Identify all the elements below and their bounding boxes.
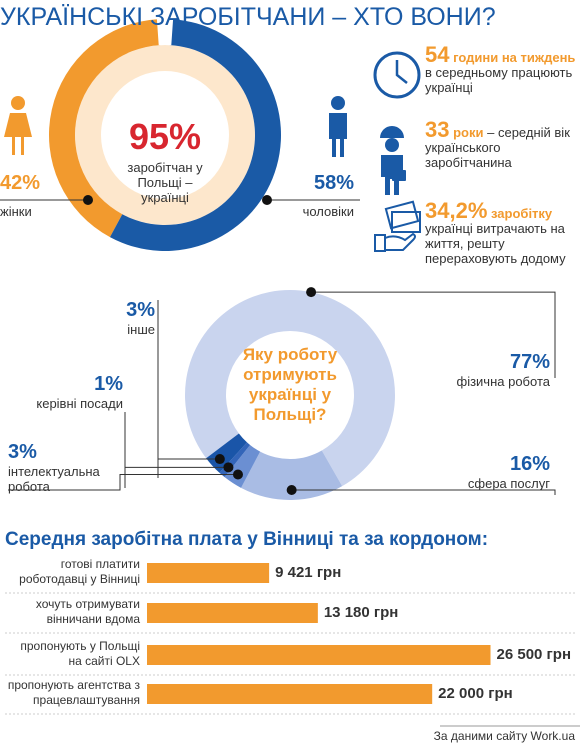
leader-dot [262, 195, 272, 205]
woman-icon [4, 96, 32, 155]
clock-icon [373, 51, 421, 99]
value-label: 13 180 грн [323, 604, 399, 621]
value-label: 9 421 грн [275, 564, 342, 581]
value-label: 77% [509, 351, 550, 373]
category-label: керівні посади [36, 396, 123, 411]
money-icon [374, 200, 421, 252]
bar [147, 684, 433, 704]
chart-title: Середня заробітна плата у Вінниці та за … [5, 529, 489, 550]
category-label: чоловіки [302, 204, 354, 219]
value-label: 26 500 грн [496, 646, 572, 663]
value-label: 16% [509, 453, 550, 475]
leader-line [8, 473, 238, 491]
center-text: заробітчан у Польщі – українці [127, 160, 203, 205]
category-label: пропонують у Польщі на сайті OLX [20, 639, 140, 668]
donut-segment [109, 19, 281, 252]
leader-dot [306, 287, 317, 298]
pie-segment [185, 290, 396, 487]
fact: 34,2% заробітку українці витрачають на ж… [425, 200, 580, 267]
page-title: УКРАЇНСЬКІ ЗАРОБІТЧАНИ – ХТО ВОНИ? [0, 3, 496, 31]
category-label: жінки [0, 204, 32, 219]
value-label: 3% [126, 299, 155, 321]
fact-number: 34,2% [425, 198, 488, 223]
fact-number: 33 [425, 117, 450, 142]
fact-text: – середній вік українського заробітчанин… [425, 125, 570, 170]
pie-segment [224, 445, 261, 488]
leader-dot [83, 195, 93, 205]
fact-highlight: години на тиждень [453, 50, 576, 65]
center-text: Яку роботу отримують українці у Польщі? [242, 345, 338, 424]
category-label: хочуть отримувати вінничани вдома [35, 597, 140, 626]
fact-highlight: роки [453, 125, 484, 140]
category-label: інтелектуальна робота [8, 464, 100, 494]
category-label: фізична робота [456, 374, 551, 389]
center-title: 95% [128, 116, 202, 157]
donut-notch [155, 5, 175, 46]
fact-highlight: заробітку [491, 206, 553, 221]
bar [147, 645, 491, 665]
bar [147, 563, 270, 583]
pie-segment [206, 433, 248, 473]
slice-label: 77% фізична робота [440, 350, 551, 389]
leader-line [157, 300, 220, 478]
fact-text: українці витрачають на життя, решту пере… [425, 221, 566, 266]
man-icon [329, 96, 347, 157]
value-label: 42% [0, 172, 41, 194]
slice-label: 1% керівні посади [8, 372, 123, 411]
slice-label: 16% сфера послуг [440, 452, 550, 491]
leader-dot [232, 469, 243, 480]
slice-label: 3% інше [80, 298, 155, 337]
category-label: пропонують агентства з працевлаштування [7, 678, 140, 707]
leader-dot [223, 462, 234, 473]
fact: 33 роки – середній вік українського заро… [425, 119, 580, 171]
leader-dot [286, 484, 297, 495]
leader-line [311, 291, 556, 378]
category-label: сфера послуг [467, 476, 550, 491]
source: За даними сайту Work.ua [433, 729, 575, 743]
fact-number: 54 [425, 42, 450, 67]
value-label: 58% [313, 172, 354, 194]
donut-segment [49, 19, 161, 238]
worker-icon [380, 126, 406, 195]
pie-segment [241, 450, 343, 500]
center-disc [101, 71, 229, 199]
category-label: інше [127, 322, 155, 337]
fact: 54 години на тиждень в середньому працюю… [425, 44, 580, 96]
leader-dot [214, 454, 225, 465]
value-label: 22 000 грн [438, 685, 513, 702]
category-label: готові платити роботодавці у Вінниці [19, 557, 140, 586]
slice-label: 3% інтелектуальна робота [8, 440, 118, 494]
leader-line [124, 412, 229, 488]
leader-line [291, 489, 556, 495]
value-label: 3% [8, 441, 37, 463]
bar [147, 603, 318, 623]
value-label: 1% [94, 373, 123, 395]
fact-text: в середньому працюють українці [425, 65, 573, 95]
